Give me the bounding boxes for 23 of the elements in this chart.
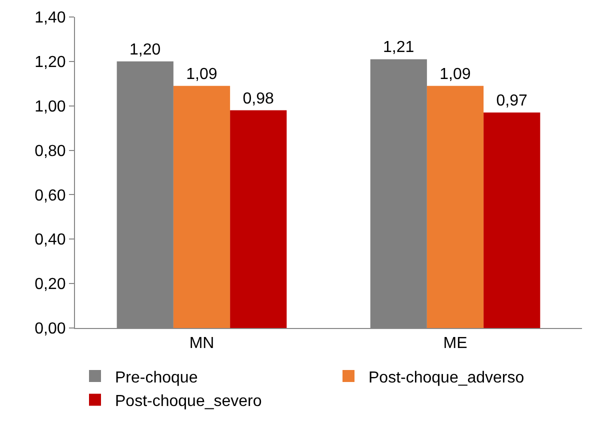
bar (426, 86, 484, 328)
y-tick-label: 0,80 (34, 142, 66, 160)
data-label: 1,20 (130, 41, 161, 58)
bar (230, 110, 287, 328)
y-tick-label: 1,40 (34, 10, 66, 27)
bar (173, 86, 230, 328)
bar (484, 112, 540, 328)
y-tick-label: 0,00 (34, 320, 66, 338)
data-label: 1,21 (383, 39, 414, 56)
y-tick-label: 0,20 (34, 276, 66, 294)
legend-label: Pre-choque (115, 369, 198, 386)
legend-label: Post-choque_adverso (368, 369, 524, 386)
data-label: 0,98 (242, 90, 274, 108)
y-tick-label: 0,60 (34, 187, 66, 204)
data-label: 1,09 (440, 66, 471, 83)
x-tick-label: ME (443, 335, 468, 352)
data-label: 0,97 (496, 92, 528, 110)
y-tick-label: 1,20 (34, 54, 66, 72)
y-tick-label: 0,40 (34, 232, 66, 249)
data-label: 1,09 (186, 66, 218, 83)
x-tick-label: MN (189, 335, 214, 352)
y-tick-label: 1,00 (34, 98, 66, 116)
legend-label: Post-choque_severo (115, 393, 262, 410)
